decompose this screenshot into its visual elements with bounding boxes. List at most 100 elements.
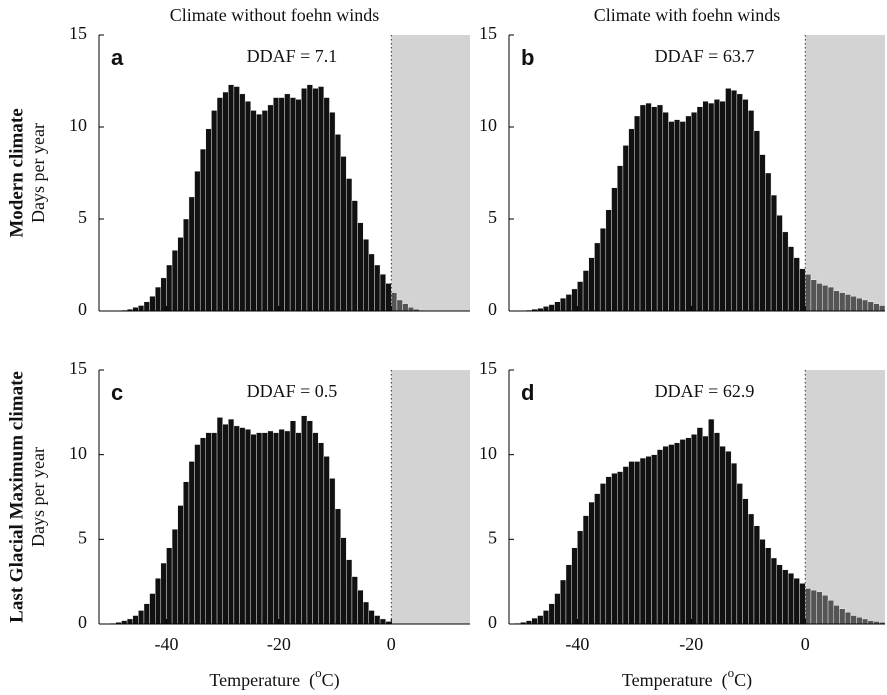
bar <box>656 104 664 312</box>
bar <box>685 115 692 312</box>
bar <box>284 93 291 312</box>
bar <box>301 415 308 625</box>
x-axis-label: Temperature (oC) <box>209 665 339 691</box>
bar <box>856 297 863 312</box>
bar <box>622 466 629 625</box>
bar <box>542 306 550 312</box>
bar <box>295 99 302 312</box>
panel-letter: b <box>521 45 534 70</box>
bar <box>674 442 681 625</box>
bar <box>691 112 698 312</box>
bar <box>138 305 145 312</box>
bar <box>351 576 358 625</box>
bar <box>267 104 274 312</box>
bar <box>537 615 544 625</box>
annotation: DDAF = 62.9 <box>655 381 755 401</box>
bar <box>850 296 857 312</box>
bar <box>171 250 178 312</box>
annotation: DDAF = 0.5 <box>247 381 338 401</box>
bar <box>759 154 766 312</box>
bar <box>793 257 800 312</box>
bar <box>617 165 624 312</box>
bar <box>844 611 852 625</box>
bar <box>685 437 692 625</box>
y-tick-label: 10 <box>69 115 87 135</box>
bar <box>867 301 874 312</box>
y-tick-label: 0 <box>78 612 87 632</box>
bar <box>748 110 755 312</box>
bar <box>554 301 561 312</box>
x-tick-label: 0 <box>387 634 396 654</box>
bar <box>155 286 162 312</box>
bar <box>548 603 555 625</box>
bar <box>357 222 364 312</box>
annotation: DDAF = 63.7 <box>655 46 755 66</box>
bar <box>708 102 715 312</box>
bar <box>765 547 772 625</box>
bar <box>748 513 755 625</box>
bar <box>379 618 386 625</box>
bar <box>312 432 319 625</box>
bar <box>228 418 235 625</box>
bar <box>233 425 240 625</box>
bar <box>177 505 184 625</box>
bar <box>588 257 595 312</box>
y-tick-label: 0 <box>488 299 497 319</box>
bar <box>787 573 795 625</box>
bar <box>183 218 190 312</box>
bar <box>222 91 229 312</box>
bar <box>696 106 703 312</box>
bar <box>679 121 686 312</box>
bar <box>340 537 347 625</box>
panel-letter: c <box>111 380 123 405</box>
bar <box>385 283 392 312</box>
bar <box>617 471 624 625</box>
bar <box>611 187 618 312</box>
bar <box>250 434 257 625</box>
bar <box>402 303 409 312</box>
bar <box>816 283 823 312</box>
bar <box>742 99 749 312</box>
x-tick-label: -20 <box>267 634 291 654</box>
bar <box>346 559 353 625</box>
bar <box>548 304 555 312</box>
bar <box>340 156 347 312</box>
shaded-region <box>391 370 470 624</box>
bar <box>816 591 823 625</box>
y-tick-label: 0 <box>78 299 87 319</box>
bar <box>599 483 607 625</box>
bar <box>273 97 280 312</box>
bar <box>323 97 330 312</box>
bar <box>662 446 669 625</box>
bar <box>132 307 139 312</box>
y-axis-label: Days per year <box>28 447 48 547</box>
bar <box>639 104 646 312</box>
bar <box>782 231 789 312</box>
bar <box>730 89 738 312</box>
bar <box>793 578 800 625</box>
bar <box>611 473 618 625</box>
bar <box>374 615 381 625</box>
bar <box>856 617 863 625</box>
bar <box>713 432 720 625</box>
bar <box>396 299 403 312</box>
bar <box>787 246 795 312</box>
bar <box>155 578 162 625</box>
bar <box>605 476 612 625</box>
bar <box>759 539 766 625</box>
bar <box>827 600 834 625</box>
bar <box>708 418 715 625</box>
bar <box>645 102 652 312</box>
bar <box>634 115 641 312</box>
bar <box>594 493 601 625</box>
y-tick-label: 5 <box>78 527 87 547</box>
bar <box>289 420 296 625</box>
bar <box>334 134 341 312</box>
bar <box>233 86 240 312</box>
bar <box>407 307 414 312</box>
bar <box>351 200 358 312</box>
x-tick-label: -40 <box>154 634 178 654</box>
bar <box>628 461 635 625</box>
bar <box>702 435 709 625</box>
